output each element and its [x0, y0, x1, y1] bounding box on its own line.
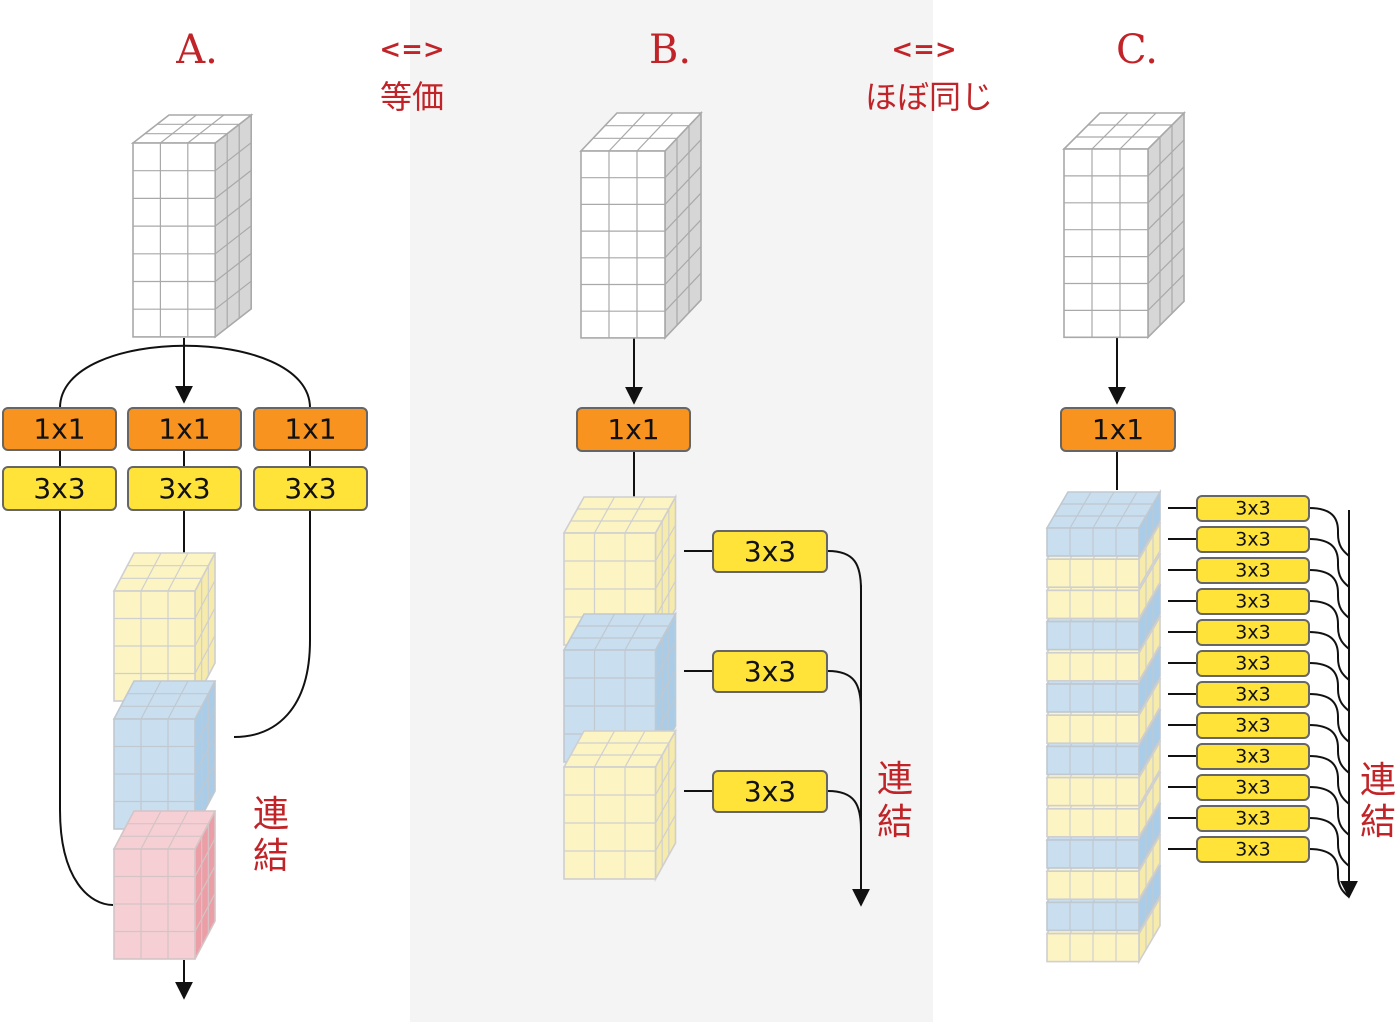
branch-out-c-2: [1308, 538, 1350, 588]
relation-bc-text: ほぼ同じ: [865, 78, 993, 116]
branch-out-c-1: [1308, 507, 1350, 557]
svg-text:1x1: 1x1: [158, 413, 210, 446]
branch-out-c-3: [1308, 569, 1350, 619]
conv3x3-a-2: 3x3: [127, 466, 242, 511]
conv3x3-c-11: 3x3: [1196, 805, 1310, 832]
branch-out-c-7: [1308, 693, 1350, 743]
branch-out-c-9: [1308, 755, 1350, 805]
svg-text:連: 連: [877, 759, 913, 800]
svg-text:連: 連: [253, 794, 289, 835]
svg-text:3x3: 3x3: [1235, 839, 1270, 861]
conv3x3-c-5: 3x3: [1196, 619, 1310, 646]
conv3x3-b-1: 3x3: [712, 530, 828, 573]
svg-text:3x3: 3x3: [33, 472, 85, 505]
svg-text:結: 結: [1360, 802, 1396, 843]
input-tensor-c: [1062, 111, 1186, 340]
panel-c: [1108, 338, 1358, 899]
concat-label-a: 連 結: [253, 794, 289, 877]
svg-text:3x3: 3x3: [1235, 746, 1270, 768]
conv3x3-b-3: 3x3: [712, 770, 828, 813]
svg-text:3x3: 3x3: [1235, 498, 1270, 520]
svg-text:1x1: 1x1: [33, 413, 85, 446]
svg-text:3x3: 3x3: [744, 655, 796, 688]
conv3x3-a-3: 3x3: [253, 466, 368, 511]
panel-b: [625, 338, 870, 907]
svg-text:3x3: 3x3: [1235, 777, 1270, 799]
svg-text:3x3: 3x3: [1235, 715, 1270, 737]
branch-out-c-11: [1308, 817, 1350, 867]
svg-text:3x3: 3x3: [1235, 684, 1270, 706]
svg-text:3x3: 3x3: [1235, 808, 1270, 830]
svg-text:1x1: 1x1: [607, 413, 659, 446]
branch-out-c-10: [1308, 786, 1350, 836]
conv1x1-c: 1x1: [1060, 407, 1176, 452]
conv1x1-a-1: 1x1: [2, 407, 117, 451]
output-block-b-yellow-1: [562, 493, 677, 649]
panel-b-connectors: [625, 338, 870, 907]
panel-c-branches: [1168, 507, 1350, 898]
branch-out-c-8: [1308, 724, 1350, 774]
input-tensor-a: [130, 113, 254, 339]
conv3x3-a-1: 3x3: [2, 466, 117, 511]
branch-out-c-4: [1308, 600, 1350, 650]
conv3x3-c-9: 3x3: [1196, 743, 1310, 770]
conv3x3-c-2: 3x3: [1196, 526, 1310, 553]
svg-text:結: 結: [253, 836, 289, 877]
conv3x3-c-6: 3x3: [1196, 650, 1310, 677]
conv3x3-b-2: 3x3: [712, 650, 828, 693]
svg-text:3x3: 3x3: [1235, 653, 1270, 675]
svg-text:3x3: 3x3: [1235, 560, 1270, 582]
svg-text:3x3: 3x3: [744, 535, 796, 568]
svg-text:1x1: 1x1: [1092, 413, 1144, 446]
svg-text:3x3: 3x3: [744, 775, 796, 808]
panel-b-title: B.: [649, 27, 691, 73]
conv3x3-c-1: 3x3: [1196, 495, 1310, 522]
conv3x3-c-7: 3x3: [1196, 681, 1310, 708]
svg-text:1x1: 1x1: [284, 413, 336, 446]
conv3x3-c-10: 3x3: [1196, 774, 1310, 801]
branch-out-c-5: [1308, 631, 1350, 681]
conv3x3-c-8: 3x3: [1196, 712, 1310, 739]
relation-bc-arrow: <=>: [891, 35, 956, 65]
panel-c-connectors: [1108, 338, 1358, 899]
relation-ab-text: 等価: [380, 78, 444, 116]
panel-a-title: A.: [175, 27, 218, 73]
conv-ops: 1x1 3x3 1x1 3x3 1x1 3x3 1x1 3x3 3x3 3x3 1x1 3x3 3x3 3…: [2, 407, 1310, 863]
relation-ab-arrow: <=>: [379, 35, 444, 65]
output-block-a-blue: [112, 680, 217, 830]
svg-text:3x3: 3x3: [1235, 591, 1270, 613]
svg-text:3x3: 3x3: [158, 472, 210, 505]
output-layer-c-1: [1045, 489, 1162, 559]
panel-a: [59, 338, 311, 1000]
svg-text:連: 連: [1360, 760, 1396, 801]
svg-text:3x3: 3x3: [1235, 622, 1270, 644]
svg-text:3x3: 3x3: [284, 472, 336, 505]
conv3x3-c-4: 3x3: [1196, 588, 1310, 615]
conv1x1-a-3: 1x1: [253, 407, 368, 451]
output-block-a-yellow: [112, 552, 217, 702]
conv1x1-b: 1x1: [576, 407, 691, 452]
panel-a-connectors: [59, 338, 311, 1000]
tensor-blocks: [112, 110, 1186, 965]
conv3x3-c-12: 3x3: [1196, 836, 1310, 863]
concat-label-c: 連 結: [1360, 760, 1396, 843]
branch-out-c-6: [1308, 662, 1350, 712]
input-tensor-b: [579, 110, 703, 340]
conv3x3-c-3: 3x3: [1196, 557, 1310, 584]
panel-c-title: C.: [1116, 27, 1158, 73]
svg-text:結: 結: [877, 802, 913, 843]
branch-out-c-12: [1308, 848, 1350, 898]
output-block-b-yellow-2: [562, 727, 677, 883]
output-block-a-pink: [112, 810, 217, 960]
conv1x1-a-2: 1x1: [127, 407, 242, 451]
svg-text:3x3: 3x3: [1235, 529, 1270, 551]
concat-label-b: 連 結: [877, 759, 913, 843]
